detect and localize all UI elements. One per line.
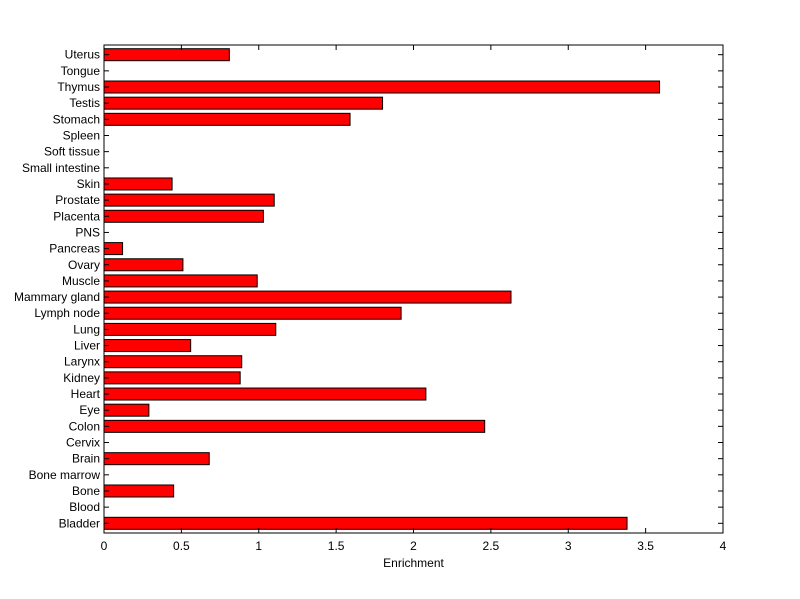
bar-larynx [103, 355, 243, 369]
x-tick-label: 3.5 [637, 539, 654, 553]
bar-testis [103, 96, 384, 110]
y-tick-label: Blood [69, 500, 100, 514]
bar-brain [103, 452, 210, 466]
bar-liver [103, 339, 192, 353]
bar-bladder [103, 516, 628, 530]
y-tick-label: Bone [72, 484, 100, 498]
y-tick-label: Soft tissue [44, 145, 100, 159]
x-tick-label: 1.5 [328, 539, 345, 553]
x-tick-label: 4 [720, 539, 727, 553]
y-tick-label: Thymus [57, 80, 100, 94]
bar-colon [103, 419, 486, 433]
x-tick-label: 0 [101, 539, 108, 553]
bar-placenta [103, 209, 264, 223]
y-tick-label: Muscle [62, 274, 100, 288]
y-tick-label: Liver [74, 339, 100, 353]
y-tick-label: Colon [69, 419, 100, 433]
y-tick-label: Bone marrow [29, 468, 101, 482]
y-tick-label: Larynx [64, 355, 100, 369]
y-tick-label: Stomach [53, 112, 100, 126]
bar-bone [103, 484, 175, 498]
y-tick-label: Bladder [59, 516, 100, 530]
x-tick-label: 0.5 [173, 539, 190, 553]
bar-ovary [103, 258, 184, 272]
y-tick-label: Cervix [66, 436, 100, 450]
bar-lung [103, 322, 277, 336]
y-tick-label: Mammary gland [14, 290, 100, 304]
x-tick-label: 2 [410, 539, 417, 553]
y-tick-label: Small intestine [22, 161, 100, 175]
y-tick-group: Bladder Blood Bone Bone marrow Brain Cervix Co… [14, 48, 723, 530]
x-axis-label: Enrichment [383, 556, 444, 570]
y-tick-label: Eye [79, 403, 100, 417]
x-tick-label: 2.5 [483, 539, 500, 553]
y-tick-label: Prostate [55, 193, 100, 207]
y-tick-label: Tongue [61, 64, 101, 78]
y-tick-label: Spleen [63, 128, 100, 142]
y-tick-label: Ovary [68, 258, 100, 272]
y-tick-label: Kidney [63, 371, 100, 385]
y-tick-label: Pancreas [49, 242, 100, 256]
bar-uterus [103, 48, 230, 62]
bar-stomach [103, 112, 351, 126]
x-tick-label: 3 [565, 539, 572, 553]
y-tick-label: PNS [75, 225, 100, 239]
y-tick-label: Lung [73, 322, 100, 336]
bar-thymus [103, 80, 661, 94]
bar-skin [103, 177, 173, 191]
y-tick-label: Testis [69, 96, 100, 110]
bar-mammary-gland [103, 290, 512, 304]
bar-kidney [103, 371, 241, 385]
bar-muscle [103, 274, 258, 288]
y-tick-label: Heart [71, 387, 101, 401]
y-tick-label: Uterus [65, 48, 100, 62]
y-tick-label: Brain [72, 452, 100, 466]
bar-lymph-node [103, 306, 402, 320]
x-tick-label: 1 [255, 539, 262, 553]
y-tick-label: Skin [77, 177, 100, 191]
y-tick-label: Lymph node [34, 306, 100, 320]
bar-heart [103, 387, 427, 401]
bar-eye [103, 403, 150, 417]
bars-group [103, 48, 661, 530]
bar-prostate [103, 193, 275, 207]
plot-area-frame [103, 44, 724, 534]
y-tick-label: Placenta [53, 209, 100, 223]
